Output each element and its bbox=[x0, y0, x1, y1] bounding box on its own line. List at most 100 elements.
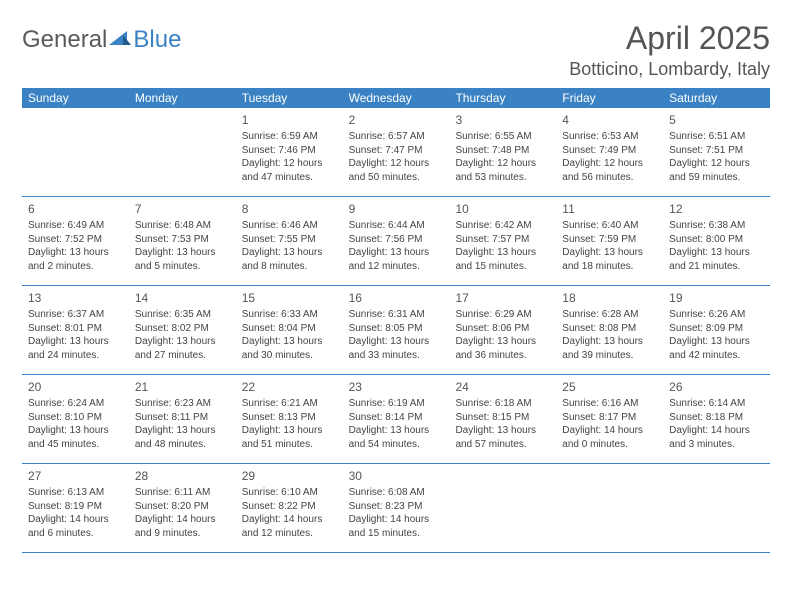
day-number: 30 bbox=[349, 468, 444, 484]
day-number: 9 bbox=[349, 201, 444, 217]
day-body: Sunrise: 6:46 AMSunset: 7:55 PMDaylight:… bbox=[242, 219, 337, 273]
header-row: General Blue April 2025 Botticino, Lomba… bbox=[22, 20, 770, 80]
day-number: 2 bbox=[349, 112, 444, 128]
day-body: Sunrise: 6:08 AMSunset: 8:23 PMDaylight:… bbox=[349, 486, 444, 540]
day-number: 13 bbox=[28, 290, 123, 306]
day-number: 28 bbox=[135, 468, 230, 484]
day-cell: 22 Sunrise: 6:21 AMSunset: 8:13 PMDayligh… bbox=[236, 375, 343, 463]
day-header-row: SundayMondayTuesdayWednesdayThursdayFrid… bbox=[22, 88, 770, 108]
logo-triangle-icon bbox=[109, 29, 131, 52]
calendar: SundayMondayTuesdayWednesdayThursdayFrid… bbox=[22, 88, 770, 553]
day-header-saturday: Saturday bbox=[663, 88, 770, 108]
day-cell: 17Sunrise: 6:29 AMSunset: 8:06 PMDayligh… bbox=[449, 286, 556, 374]
day-cell: 2Sunrise: 6:57 AMSunset: 7:47 PMDaylight… bbox=[343, 108, 450, 196]
logo-text-2: Blue bbox=[133, 26, 181, 54]
day-body: Sunrise: 6:44 AMSunset: 7:56 PMDaylight:… bbox=[349, 219, 444, 273]
day-body: Sunrise: 6:42 AMSunset: 7:57 PMDaylight:… bbox=[455, 219, 550, 273]
day-cell: 29 Sunrise: 6:10 AMSunset: 8:22 PMDayligh… bbox=[236, 464, 343, 552]
logo: General Blue bbox=[22, 26, 181, 54]
day-number: 25 bbox=[562, 379, 657, 395]
logo-text-1: General bbox=[22, 26, 107, 54]
day-number: 5 bbox=[669, 112, 764, 128]
day-body: Sunrise: 6:40 AMSunset: 7:59 PMDaylight:… bbox=[562, 219, 657, 273]
day-header-tuesday: Tuesday bbox=[236, 88, 343, 108]
day-body: Sunrise: 6:23 AMSunset: 8:11 PMDaylight:… bbox=[135, 397, 230, 451]
week-row: 13Sunrise: 6:37 AMSunset: 8:01 PMDayligh… bbox=[22, 286, 770, 375]
day-body: Sunrise: 6:59 AMSunset: 7:46 PMDaylight:… bbox=[242, 130, 337, 184]
week-row: 27 Sunrise: 6:13 AMSunset: 8:19 PMDayligh… bbox=[22, 464, 770, 553]
day-cell: 13Sunrise: 6:37 AMSunset: 8:01 PMDayligh… bbox=[22, 286, 129, 374]
day-cell: 9 Sunrise: 6:44 AMSunset: 7:56 PMDaylight… bbox=[343, 197, 450, 285]
day-number: 22 bbox=[242, 379, 337, 395]
day-number: 24 bbox=[455, 379, 550, 395]
day-body: Sunrise: 6:35 AMSunset: 8:02 PMDaylight:… bbox=[135, 308, 230, 362]
day-number: 23 bbox=[349, 379, 444, 395]
title-block: April 2025 Botticino, Lombardy, Italy bbox=[569, 20, 770, 80]
month-title: April 2025 bbox=[569, 20, 770, 57]
day-body: Sunrise: 6:31 AMSunset: 8:05 PMDaylight:… bbox=[349, 308, 444, 362]
day-cell bbox=[449, 464, 556, 552]
day-cell bbox=[663, 464, 770, 552]
day-number: 12 bbox=[669, 201, 764, 217]
day-cell bbox=[556, 464, 663, 552]
day-number: 8 bbox=[242, 201, 337, 217]
day-body: Sunrise: 6:49 AMSunset: 7:52 PMDaylight:… bbox=[28, 219, 123, 273]
day-cell: 10 Sunrise: 6:42 AMSunset: 7:57 PMDayligh… bbox=[449, 197, 556, 285]
day-number: 15 bbox=[242, 290, 337, 306]
day-cell: 30 Sunrise: 6:08 AMSunset: 8:23 PMDayligh… bbox=[343, 464, 450, 552]
day-header-monday: Monday bbox=[129, 88, 236, 108]
day-body: Sunrise: 6:28 AMSunset: 8:08 PMDaylight:… bbox=[562, 308, 657, 362]
day-cell: 14 Sunrise: 6:35 AMSunset: 8:02 PMDayligh… bbox=[129, 286, 236, 374]
day-cell: 12Sunrise: 6:38 AMSunset: 8:00 PMDayligh… bbox=[663, 197, 770, 285]
day-number: 19 bbox=[669, 290, 764, 306]
day-body: Sunrise: 6:55 AMSunset: 7:48 PMDaylight:… bbox=[455, 130, 550, 184]
day-body: Sunrise: 6:11 AMSunset: 8:20 PMDaylight:… bbox=[135, 486, 230, 540]
day-number: 6 bbox=[28, 201, 123, 217]
day-number: 3 bbox=[455, 112, 550, 128]
day-number: 27 bbox=[28, 468, 123, 484]
day-cell: 28 Sunrise: 6:11 AMSunset: 8:20 PMDayligh… bbox=[129, 464, 236, 552]
day-cell: 5 Sunrise: 6:51 AMSunset: 7:51 PMDaylight… bbox=[663, 108, 770, 196]
day-body: Sunrise: 6:21 AMSunset: 8:13 PMDaylight:… bbox=[242, 397, 337, 451]
day-body: Sunrise: 6:19 AMSunset: 8:14 PMDaylight:… bbox=[349, 397, 444, 451]
day-header-friday: Friday bbox=[556, 88, 663, 108]
day-body: Sunrise: 6:48 AMSunset: 7:53 PMDaylight:… bbox=[135, 219, 230, 273]
week-row: 1Sunrise: 6:59 AMSunset: 7:46 PMDaylight… bbox=[22, 108, 770, 197]
day-number: 4 bbox=[562, 112, 657, 128]
day-number: 11 bbox=[562, 201, 657, 217]
day-cell: 16Sunrise: 6:31 AMSunset: 8:05 PMDayligh… bbox=[343, 286, 450, 374]
day-cell: 8 Sunrise: 6:46 AMSunset: 7:55 PMDaylight… bbox=[236, 197, 343, 285]
day-cell: 7 Sunrise: 6:48 AMSunset: 7:53 PMDaylight… bbox=[129, 197, 236, 285]
day-header-sunday: Sunday bbox=[22, 88, 129, 108]
day-cell: 25 Sunrise: 6:16 AMSunset: 8:17 PMDayligh… bbox=[556, 375, 663, 463]
day-cell: 4Sunrise: 6:53 AMSunset: 7:49 PMDaylight… bbox=[556, 108, 663, 196]
day-number: 10 bbox=[455, 201, 550, 217]
day-body: Sunrise: 6:33 AMSunset: 8:04 PMDaylight:… bbox=[242, 308, 337, 362]
day-number: 20 bbox=[28, 379, 123, 395]
day-body: Sunrise: 6:51 AMSunset: 7:51 PMDaylight:… bbox=[669, 130, 764, 184]
location: Botticino, Lombardy, Italy bbox=[569, 59, 770, 80]
day-cell bbox=[22, 108, 129, 196]
day-body: Sunrise: 6:16 AMSunset: 8:17 PMDaylight:… bbox=[562, 397, 657, 451]
week-row: 6 Sunrise: 6:49 AMSunset: 7:52 PMDaylight… bbox=[22, 197, 770, 286]
day-body: Sunrise: 6:10 AMSunset: 8:22 PMDaylight:… bbox=[242, 486, 337, 540]
day-body: Sunrise: 6:18 AMSunset: 8:15 PMDaylight:… bbox=[455, 397, 550, 451]
day-number: 21 bbox=[135, 379, 230, 395]
day-header-wednesday: Wednesday bbox=[343, 88, 450, 108]
day-cell bbox=[129, 108, 236, 196]
day-body: Sunrise: 6:24 AMSunset: 8:10 PMDaylight:… bbox=[28, 397, 123, 451]
day-header-thursday: Thursday bbox=[449, 88, 556, 108]
day-number: 7 bbox=[135, 201, 230, 217]
day-number: 14 bbox=[135, 290, 230, 306]
day-cell: 11 Sunrise: 6:40 AMSunset: 7:59 PMDayligh… bbox=[556, 197, 663, 285]
day-body: Sunrise: 6:29 AMSunset: 8:06 PMDaylight:… bbox=[455, 308, 550, 362]
day-cell: 24 Sunrise: 6:18 AMSunset: 8:15 PMDayligh… bbox=[449, 375, 556, 463]
calendar-weeks: 1Sunrise: 6:59 AMSunset: 7:46 PMDaylight… bbox=[22, 108, 770, 553]
day-cell: 19Sunrise: 6:26 AMSunset: 8:09 PMDayligh… bbox=[663, 286, 770, 374]
day-cell: 21 Sunrise: 6:23 AMSunset: 8:11 PMDayligh… bbox=[129, 375, 236, 463]
day-number: 29 bbox=[242, 468, 337, 484]
day-cell: 18Sunrise: 6:28 AMSunset: 8:08 PMDayligh… bbox=[556, 286, 663, 374]
day-cell: 1Sunrise: 6:59 AMSunset: 7:46 PMDaylight… bbox=[236, 108, 343, 196]
day-cell: 6 Sunrise: 6:49 AMSunset: 7:52 PMDaylight… bbox=[22, 197, 129, 285]
day-body: Sunrise: 6:13 AMSunset: 8:19 PMDaylight:… bbox=[28, 486, 123, 540]
